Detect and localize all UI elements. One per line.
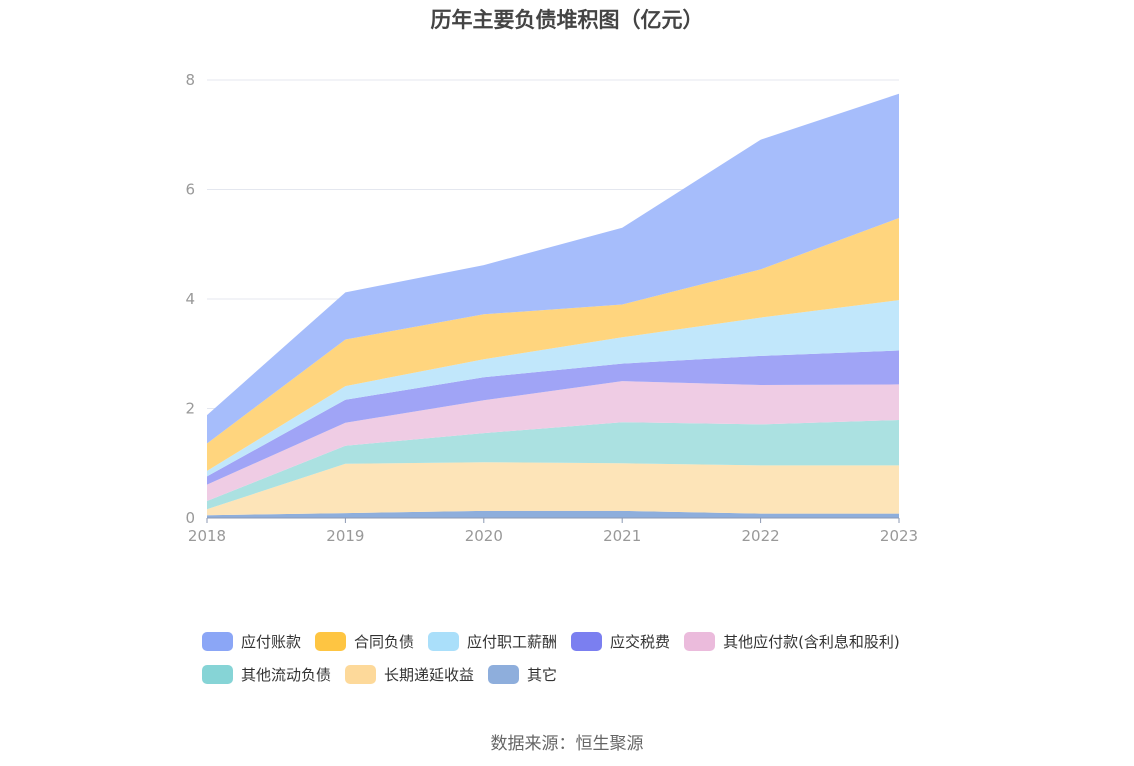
legend-item[interactable]: 其他应付款(含利息和股利) xyxy=(684,630,900,652)
x-tick-label: 2022 xyxy=(742,527,780,545)
x-tick-label: 2020 xyxy=(465,527,503,545)
x-tick-label: 2023 xyxy=(880,527,918,545)
area-series-3[interactable] xyxy=(207,381,899,501)
legend-item[interactable]: 长期递延收益 xyxy=(345,663,474,685)
legend-label: 其他流动负债 xyxy=(241,665,332,684)
source-note: 数据来源：恒生聚源 xyxy=(490,734,644,754)
legend-label: 应付职工薪酬 xyxy=(467,632,558,651)
legend: 应付账款 合同负债 应付职工薪酬 应交税费 其他应付款(含利息和股利) 其他流动负债 长期递… xyxy=(202,630,982,685)
x-tick-label: 2018 xyxy=(188,527,226,545)
chart-plot: 0 2 4 6 8 2018 2019 2020 2021 2022 2023 xyxy=(185,71,918,545)
legend-label: 其它 xyxy=(527,665,558,684)
y-tick-label: 0 xyxy=(185,509,195,527)
legend-item[interactable]: 应付职工薪酬 xyxy=(428,630,557,652)
area-series-1[interactable] xyxy=(207,462,899,516)
y-tick-label: 8 xyxy=(185,71,195,89)
legend-item[interactable]: 其它 xyxy=(488,663,557,685)
area-series-0[interactable] xyxy=(207,510,899,518)
legend-item[interactable]: 合同负债 xyxy=(315,630,414,652)
legend-item[interactable]: 应付账款 xyxy=(202,630,301,652)
x-tick-label: 2021 xyxy=(603,527,641,545)
legend-item[interactable]: 应交税费 xyxy=(571,630,670,652)
legend-item[interactable]: 其他流动负债 xyxy=(202,663,331,685)
y-tick-label: 6 xyxy=(185,181,195,199)
legend-swatch xyxy=(202,664,233,684)
y-tick-label: 4 xyxy=(185,290,195,308)
area-series-5[interactable] xyxy=(207,300,899,477)
y-tick-label: 2 xyxy=(185,400,195,418)
legend-swatch xyxy=(202,631,233,651)
area-series-4[interactable] xyxy=(207,350,899,485)
axes: 0 2 4 6 8 2018 2019 2020 2021 2022 2023 xyxy=(185,71,918,545)
legend-swatch xyxy=(684,631,716,651)
x-tick-label: 2019 xyxy=(326,527,364,545)
legend-swatch xyxy=(345,664,377,684)
legend-label: 合同负债 xyxy=(354,632,415,651)
chart-title: 历年主要负债堆积图（亿元） xyxy=(430,8,704,32)
area-series-2[interactable] xyxy=(207,420,899,510)
legend-swatch xyxy=(428,631,460,651)
legend-swatch xyxy=(315,631,347,651)
legend-label: 应付账款 xyxy=(241,632,302,651)
area-series-6[interactable] xyxy=(207,218,899,471)
legend-label: 应交税费 xyxy=(610,632,671,651)
legend-label: 长期递延收益 xyxy=(384,665,475,684)
legend-label: 其他应付款(含利息和股利) xyxy=(723,632,900,651)
area-series xyxy=(207,93,899,518)
legend-swatch xyxy=(488,664,520,684)
legend-swatch xyxy=(571,631,603,651)
area-series-7[interactable] xyxy=(207,93,899,444)
